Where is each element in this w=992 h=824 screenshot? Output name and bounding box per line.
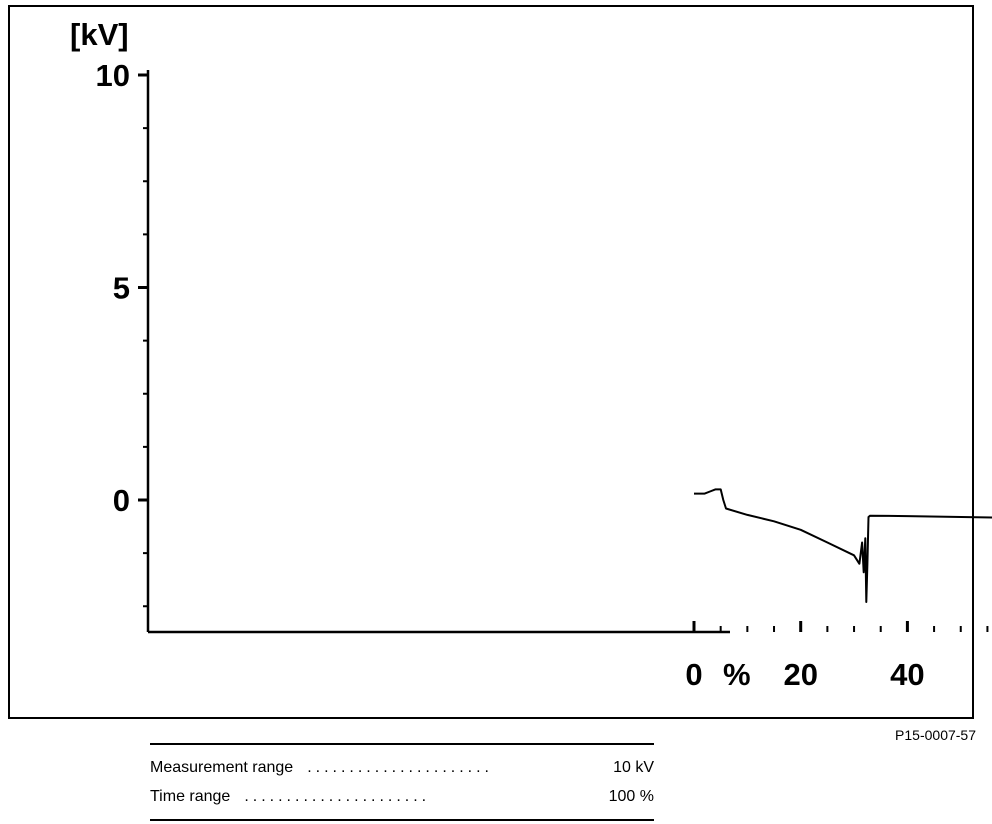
legend-label: Time range (150, 788, 231, 805)
legend-value: 100 % (608, 788, 654, 805)
y-tick-label: 0 (113, 483, 130, 518)
leader-dots: ...................... (307, 759, 493, 776)
legend-table: Measurement range ......................… (150, 743, 654, 821)
y-tick-label: 10 (96, 58, 130, 93)
chart-frame (8, 5, 974, 719)
y-tick-label: 5 (113, 271, 130, 306)
x-axis-unit-label: % (723, 657, 751, 692)
x-tick-label: 40 (890, 657, 924, 692)
x-tick-label: 20 (783, 657, 817, 692)
legend-label: Measurement range (150, 759, 294, 776)
y-axis-label: [kV] (70, 17, 129, 52)
x-tick-label: 0 (685, 657, 702, 692)
series-line-voltage (694, 488, 992, 603)
figure-code: P15-0007-57 (895, 727, 976, 743)
legend-row-measurement-range: Measurement range ......................… (150, 753, 654, 782)
legend-value: 10 kV (613, 759, 654, 776)
legend-row-time-range: Time range ...................... 100 % (150, 782, 654, 811)
leader-dots: ...................... (244, 788, 431, 805)
